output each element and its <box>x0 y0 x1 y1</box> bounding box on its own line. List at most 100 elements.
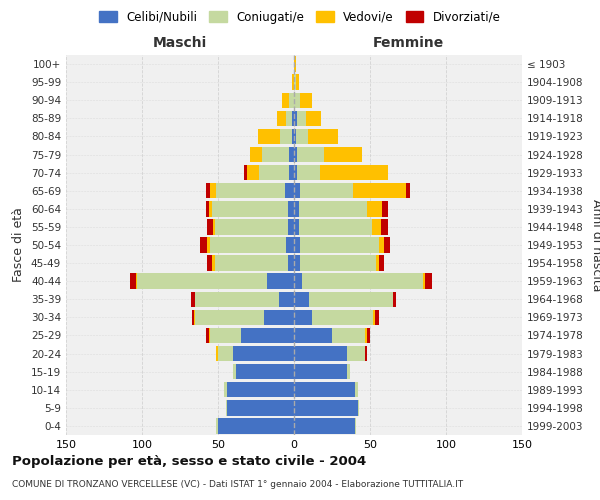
Bar <box>211 183 217 198</box>
Bar <box>206 201 209 216</box>
Bar <box>358 400 359 415</box>
Bar <box>217 418 218 434</box>
Bar <box>262 147 289 162</box>
Text: COMUNE DI TRONZANO VERCELLESE (VC) - Dati ISTAT 1° gennaio 2004 - Elaborazione T: COMUNE DI TRONZANO VERCELLESE (VC) - Dat… <box>12 480 463 489</box>
Bar <box>296 74 299 90</box>
Bar <box>355 418 356 434</box>
Bar <box>200 238 208 252</box>
Bar <box>250 147 262 162</box>
Bar <box>383 238 390 252</box>
Bar <box>206 328 209 343</box>
Bar <box>288 219 294 234</box>
Bar <box>300 183 353 198</box>
Bar <box>294 274 302 289</box>
Bar <box>294 400 358 415</box>
Bar <box>226 400 227 415</box>
Bar <box>294 292 309 307</box>
Legend: Celibi/Nubili, Coniugati/e, Vedovi/e, Divorziati/e: Celibi/Nubili, Coniugati/e, Vedovi/e, Di… <box>95 6 505 28</box>
Bar <box>365 328 367 343</box>
Bar <box>294 147 297 162</box>
Bar <box>285 183 294 198</box>
Bar <box>294 364 347 380</box>
Bar <box>300 238 379 252</box>
Bar <box>393 292 396 307</box>
Bar <box>365 346 367 362</box>
Bar <box>227 400 294 415</box>
Bar <box>215 256 288 271</box>
Text: Maschi: Maschi <box>153 36 207 50</box>
Bar <box>355 382 358 398</box>
Bar <box>320 165 388 180</box>
Bar <box>136 274 137 289</box>
Bar <box>257 128 280 144</box>
Bar <box>209 201 212 216</box>
Bar <box>294 219 299 234</box>
Bar <box>347 346 365 362</box>
Bar <box>137 274 266 289</box>
Bar <box>292 110 294 126</box>
Bar <box>374 310 379 325</box>
Bar <box>379 238 383 252</box>
Bar <box>227 382 294 398</box>
Text: Popolazione per età, sesso e stato civile - 2004: Popolazione per età, sesso e stato civil… <box>12 455 366 468</box>
Bar <box>299 219 371 234</box>
Bar <box>208 219 214 234</box>
Bar <box>289 165 294 180</box>
Bar <box>294 310 312 325</box>
Bar <box>286 110 292 126</box>
Bar <box>217 346 218 362</box>
Y-axis label: Fasce di età: Fasce di età <box>13 208 25 282</box>
Bar <box>288 201 294 216</box>
Bar <box>195 310 263 325</box>
Bar <box>367 201 382 216</box>
Bar <box>380 219 388 234</box>
Bar <box>277 110 286 126</box>
Bar <box>214 219 215 234</box>
Bar <box>379 256 383 271</box>
Bar <box>289 92 294 108</box>
Bar <box>236 364 294 380</box>
Bar <box>294 256 300 271</box>
Bar <box>294 346 347 362</box>
Bar <box>406 183 410 198</box>
Bar <box>280 128 292 144</box>
Bar <box>297 110 306 126</box>
Bar <box>244 165 247 180</box>
Bar <box>208 238 211 252</box>
Bar <box>294 382 355 398</box>
Bar <box>294 238 300 252</box>
Bar <box>212 201 288 216</box>
Bar <box>294 201 299 216</box>
Bar <box>325 147 362 162</box>
Bar <box>282 92 289 108</box>
Bar <box>373 310 374 325</box>
Bar <box>294 92 300 108</box>
Bar <box>292 128 294 144</box>
Bar <box>241 328 294 343</box>
Bar <box>425 274 433 289</box>
Bar <box>371 219 380 234</box>
Bar <box>263 310 294 325</box>
Bar <box>382 201 388 216</box>
Y-axis label: Anni di nascita: Anni di nascita <box>590 198 600 291</box>
Bar <box>286 238 294 252</box>
Bar <box>130 274 136 289</box>
Bar <box>279 292 294 307</box>
Bar <box>294 328 332 343</box>
Bar <box>206 183 211 198</box>
Bar <box>289 147 294 162</box>
Bar <box>212 256 215 271</box>
Bar <box>306 110 322 126</box>
Bar <box>266 274 294 289</box>
Bar <box>367 328 370 343</box>
Bar <box>233 364 236 380</box>
Bar <box>259 165 289 180</box>
Bar <box>194 310 195 325</box>
Bar <box>294 165 297 180</box>
Bar <box>308 128 338 144</box>
Bar <box>302 274 423 289</box>
Bar <box>300 256 376 271</box>
Bar <box>294 56 296 72</box>
Bar <box>191 292 195 307</box>
Bar <box>217 183 285 198</box>
